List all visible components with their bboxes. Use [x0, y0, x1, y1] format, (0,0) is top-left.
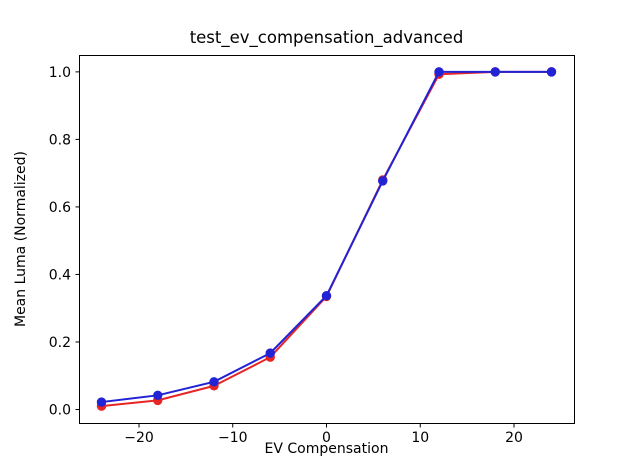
data-point-blue-series: [153, 390, 163, 401]
plot-frame: [79, 55, 575, 424]
data-point-blue-series: [265, 348, 275, 358]
data-point-blue-series: [209, 377, 219, 387]
data-point-blue-series: [434, 67, 444, 77]
x-tick-label: 0: [322, 430, 331, 446]
x-tick-label: −20: [124, 430, 154, 446]
x-tick-label: −10: [218, 430, 248, 446]
data-point-blue-series: [490, 67, 500, 77]
y-tick-label: 0.6: [49, 200, 71, 216]
data-point-blue-series: [321, 291, 332, 301]
data-point-blue-series: [96, 397, 107, 407]
y-tick-label: 0.4: [49, 267, 71, 283]
chart-title: test_ev_compensation_advanced: [189, 28, 464, 47]
y-tick-label: 1.0: [49, 65, 71, 81]
series-line-red-series: [100, 70, 553, 408]
x-axis-label: EV Compensation: [264, 441, 389, 457]
series-line-blue-series: [100, 70, 553, 404]
y-tick-label: 0.2: [49, 335, 71, 351]
x-tick-label: 10: [411, 430, 429, 446]
data-point-blue-series: [546, 67, 557, 77]
y-tick-label: 0.8: [49, 132, 71, 148]
x-tick-label: 20: [505, 430, 523, 446]
y-tick-label: 0.0: [49, 402, 71, 418]
data-point-blue-series: [378, 176, 388, 186]
